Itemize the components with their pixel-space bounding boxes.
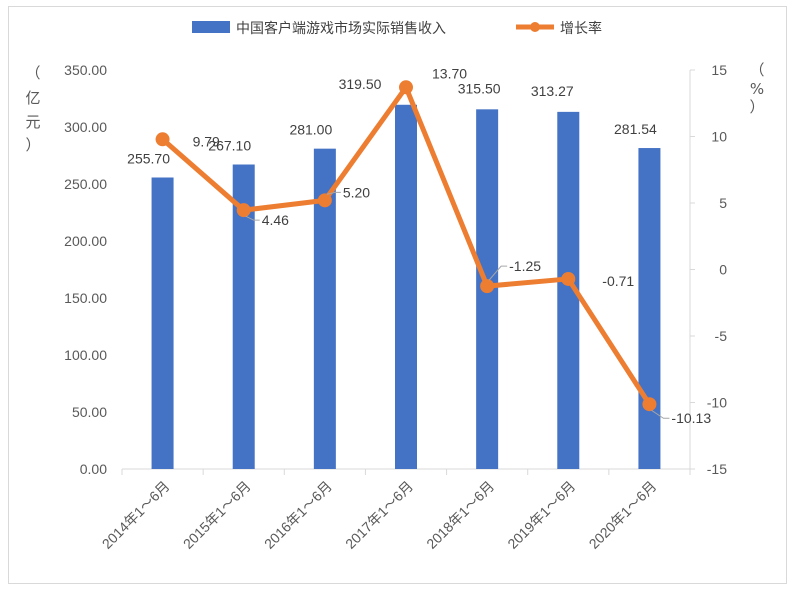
y-left-tick-label: 50.00 (72, 404, 107, 420)
y-left-title-char: （ (25, 64, 40, 82)
y-left-tick-label: 350.00 (64, 62, 107, 78)
growth-marker (561, 271, 576, 286)
bars (151, 104, 661, 470)
growth-label-leader (245, 215, 260, 221)
growth-value-label: 13.70 (432, 65, 467, 81)
y-left-tick-label: 100.00 (64, 347, 107, 363)
y-left-tick-label: 0.00 (80, 461, 107, 477)
legend-bar-label: 中国客户端游戏市场实际销售收入 (236, 20, 446, 37)
growth-value-label: 5.20 (343, 184, 370, 200)
y-left-tick-label: 150.00 (64, 290, 107, 306)
data-labels: 255.70 267.10 281.00 319.50 315.50 313.27 281.… (127, 65, 711, 426)
revenue-bar (232, 164, 255, 470)
growth-line (155, 80, 657, 412)
y-right-title: （ % ） (749, 61, 764, 116)
growth-marker (155, 132, 170, 147)
growth-marker (642, 397, 657, 412)
y-left-title-char: 元 (25, 113, 40, 131)
growth-value-label: -0.71 (602, 273, 634, 289)
bar-value-label: 281.54 (614, 121, 657, 137)
x-tick-label: 2019年1～6月 (504, 478, 578, 552)
y-left-title: （ 亿 元 ） (25, 64, 40, 154)
revenue-bar (151, 177, 174, 469)
revenue-bar (557, 111, 580, 470)
bar-value-label: 255.70 (127, 151, 170, 167)
y-left-title-char: ） (25, 136, 40, 154)
x-tick-label: 2020年1～6月 (586, 478, 660, 552)
y-right-tick-label: -10 (707, 395, 727, 411)
y-left-title-char: 亿 (25, 89, 40, 107)
y-right-tick-label: 5 (719, 195, 727, 211)
y-right-title-char: （ (749, 61, 764, 79)
y-right-tick-label: 10 (711, 129, 727, 145)
growth-label-leader (488, 265, 508, 281)
chart-frame (8, 6, 787, 584)
bar-value-label: 281.00 (289, 122, 332, 138)
y-left-tick-label: 300.00 (64, 119, 107, 135)
growth-label-leader (326, 191, 341, 195)
growth-value-label: 4.46 (262, 212, 289, 228)
x-tick-label: 2016年1～6月 (261, 478, 335, 552)
legend-line-marker (530, 22, 540, 32)
x-tick-label: 2014年1～6月 (99, 478, 173, 552)
y-right-tick-label: -15 (707, 461, 727, 477)
growth-marker (480, 279, 495, 294)
revenue-bar (395, 104, 417, 470)
x-tick-label: 2015年1～6月 (180, 478, 254, 552)
y-right-title-char: % (750, 80, 764, 98)
bar-value-label: 267.10 (208, 138, 251, 154)
revenue-bar (313, 148, 336, 469)
bar-value-label: 319.50 (339, 76, 382, 92)
y-right-tick-label: -5 (715, 328, 728, 344)
legend-line-label: 增长率 (560, 20, 602, 37)
x-tick-label: 2018年1～6月 (423, 478, 497, 552)
y-right-tick-label: 0 (719, 262, 727, 278)
growth-marker (399, 80, 413, 95)
growth-marker (236, 203, 251, 218)
bar-value-label: 315.50 (458, 80, 501, 96)
revenue-bar (638, 148, 661, 469)
y-left-tick-label: 200.00 (64, 233, 107, 249)
growth-value-label: -10.13 (671, 410, 711, 426)
growth-value-label: -1.25 (509, 258, 541, 274)
bar-value-label: 313.27 (531, 83, 574, 99)
y-left-tick-label: 250.00 (64, 176, 107, 192)
legend: 中国客户端游戏市场实际销售收入 增长率 (192, 20, 602, 37)
growth-label-leader (651, 409, 670, 419)
y-right-tick-label: 15 (711, 62, 727, 78)
growth-value-label: 9.79 (193, 133, 220, 149)
y-right-title-char: ） (749, 98, 764, 116)
x-tick-label: 2017年1～6月 (342, 478, 416, 552)
legend-bar-swatch (192, 21, 230, 33)
growth-marker (317, 193, 332, 208)
